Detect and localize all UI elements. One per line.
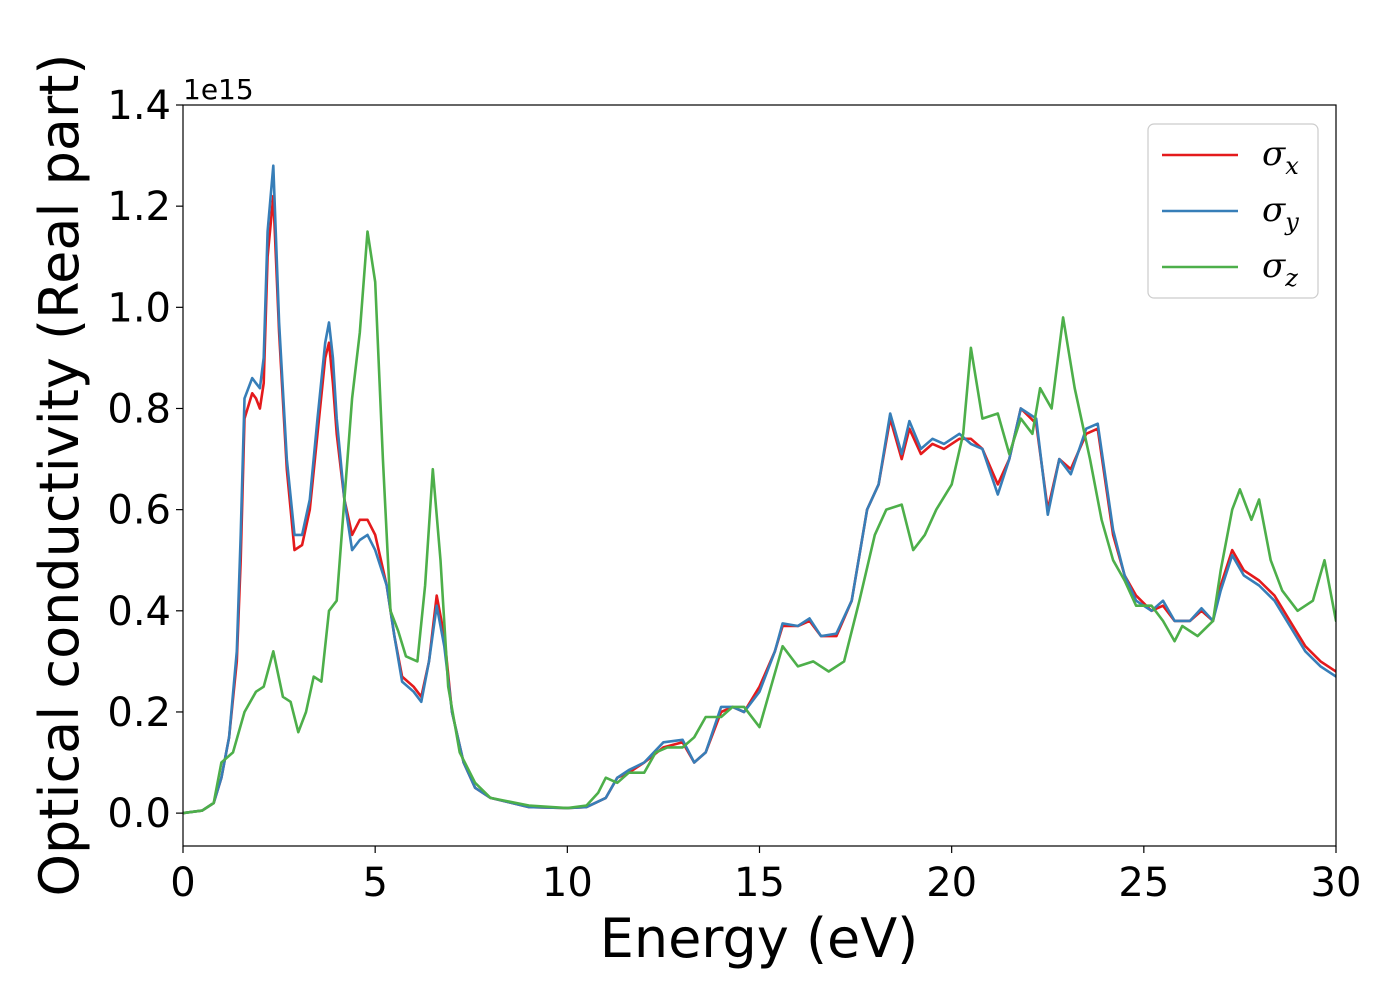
x-tick-label: 15 [734, 860, 785, 906]
series-line-y [183, 164, 1336, 815]
x-tick-label: 30 [1311, 860, 1362, 906]
y-axis-title: Optical conductivity (Real part) [28, 54, 91, 897]
x-tick-label: 5 [362, 860, 387, 906]
legend-label-z: σz [1262, 246, 1298, 292]
y-tick-label: 1.4 [107, 83, 171, 129]
x-tick-label: 25 [1118, 860, 1169, 906]
series-group [183, 164, 1336, 815]
y-tick-label: 0.2 [107, 690, 171, 736]
legend: σx σy σz [1147, 123, 1319, 299]
legend-label-y: σy [1262, 190, 1299, 236]
series-line-z [183, 230, 1336, 815]
y-axis: 0.0 0.2 0.4 0.6 0.8 1.0 1.2 1.4 [107, 83, 183, 837]
y-tick-label: 1.2 [107, 184, 171, 230]
x-tick-label: 10 [542, 860, 593, 906]
y-tick-label: 0.0 [107, 791, 171, 837]
y-tick-label: 1.0 [107, 285, 171, 331]
x-axis: 0 5 10 15 20 25 30 [170, 846, 1361, 906]
legend-label-x: σx [1262, 134, 1299, 180]
y-tick-label: 0.4 [107, 589, 171, 635]
x-tick-label: 20 [926, 860, 977, 906]
y-tick-label: 0.6 [107, 488, 171, 534]
y-offset-label: 1e15 [183, 73, 254, 106]
x-tick-label: 0 [170, 860, 195, 906]
y-tick-label: 0.8 [107, 386, 171, 432]
x-axis-title: Energy (eV) [600, 907, 919, 970]
